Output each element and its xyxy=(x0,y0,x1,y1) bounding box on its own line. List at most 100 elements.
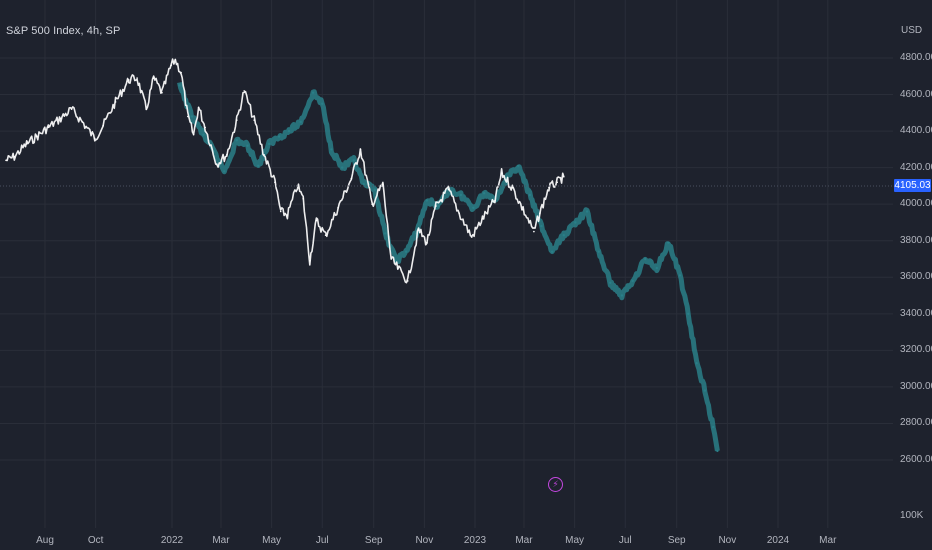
price-point xyxy=(197,106,200,109)
price-point xyxy=(494,199,496,202)
price-point xyxy=(114,101,117,103)
x-tick-label: Sep xyxy=(667,535,686,546)
price-point xyxy=(236,119,238,121)
price-point xyxy=(192,133,195,136)
x-tick-label: Nov xyxy=(718,535,737,546)
projection-point xyxy=(202,133,205,136)
price-point xyxy=(350,177,353,180)
projection-point xyxy=(631,279,634,283)
price-point xyxy=(470,236,473,238)
price-point xyxy=(102,124,104,127)
projection-point xyxy=(551,250,554,253)
price-point xyxy=(286,214,289,216)
price-point xyxy=(279,210,282,213)
projection-point xyxy=(384,232,387,235)
price-point xyxy=(407,280,409,282)
projection-point xyxy=(716,449,719,453)
currency-label: USD xyxy=(901,25,923,36)
projection-point xyxy=(404,250,408,253)
x-tick-label: May xyxy=(565,535,585,546)
projection-point xyxy=(190,115,194,118)
price-point xyxy=(174,59,177,61)
x-tick-label: 2022 xyxy=(160,535,184,546)
projection-point xyxy=(299,120,302,124)
lightning-icon[interactable]: ⚡ xyxy=(548,477,563,492)
y-tick-label: 4600.00 xyxy=(900,88,932,100)
price-point xyxy=(263,154,265,156)
price-point xyxy=(556,181,558,184)
x-tick-label: Jul xyxy=(315,535,329,546)
projection-point xyxy=(687,312,690,315)
projection-point xyxy=(667,241,670,244)
price-point xyxy=(274,181,276,184)
last-price-badge: 4105.03 xyxy=(894,179,931,192)
projection-point xyxy=(459,193,463,197)
projection-point xyxy=(540,224,543,228)
projection-point xyxy=(472,206,475,209)
projection-point xyxy=(620,294,624,297)
x-tick-label: Mar xyxy=(212,535,230,546)
price-point xyxy=(180,71,182,74)
projection-point xyxy=(277,135,281,138)
price-point xyxy=(35,135,38,138)
chart-series xyxy=(5,58,720,453)
price-point xyxy=(161,91,163,94)
projection-point xyxy=(330,148,333,151)
price-point xyxy=(187,115,189,118)
x-tick-label: Mar xyxy=(819,535,837,546)
x-tick-label: Aug xyxy=(36,535,54,546)
price-point xyxy=(25,143,28,145)
projection-point xyxy=(321,102,324,105)
y-tick-label: 4400.00 xyxy=(900,125,932,137)
price-point xyxy=(397,267,399,269)
x-tick-label: Oct xyxy=(87,535,104,546)
price-point xyxy=(81,121,84,123)
y-tick-label: 4200.00 xyxy=(900,161,932,173)
price-point xyxy=(533,230,535,233)
projection-point xyxy=(257,164,260,167)
price-point xyxy=(458,212,461,215)
price-point xyxy=(128,79,130,81)
projection-point xyxy=(437,204,440,208)
price-point xyxy=(302,197,305,200)
projection-point xyxy=(562,234,565,237)
price-point xyxy=(226,154,228,156)
y-tick-label: 3800.00 xyxy=(900,234,932,246)
price-point xyxy=(152,77,155,79)
x-tick-label: 2023 xyxy=(463,535,487,546)
price-point xyxy=(390,258,393,260)
y-tick-label: 3200.00 xyxy=(900,344,932,356)
projection-point xyxy=(712,425,715,429)
projection-point xyxy=(267,142,271,146)
projection-point xyxy=(574,221,577,224)
projection-point xyxy=(678,274,682,277)
y-tick-label: 4800.00 xyxy=(900,52,932,63)
y-tick-label: 3000.00 xyxy=(900,380,932,392)
x-tick-label: Mar xyxy=(515,535,533,546)
y-tick-label: 4000.00 xyxy=(900,198,932,210)
projection-point xyxy=(287,129,291,133)
price-point xyxy=(417,229,420,231)
price-point xyxy=(70,108,73,110)
price-series-line xyxy=(5,58,565,284)
price-point xyxy=(426,241,428,244)
projection-point xyxy=(341,166,344,169)
price-point xyxy=(243,90,245,92)
x-tick-label: May xyxy=(262,535,282,546)
price-point xyxy=(337,207,339,209)
chart-title[interactable]: S&P 500 Index, 4h, SP xyxy=(6,25,121,37)
projection-point xyxy=(597,250,600,253)
price-point xyxy=(548,186,550,189)
y-tick-label: 2600.00 xyxy=(900,454,932,465)
price-point xyxy=(315,219,318,222)
price-point xyxy=(136,77,138,79)
price-point xyxy=(204,126,206,129)
projection-point xyxy=(655,266,658,270)
price-point xyxy=(47,126,50,129)
price-point xyxy=(522,208,524,211)
price-point xyxy=(371,203,373,205)
price-point xyxy=(359,148,362,151)
price-point xyxy=(253,119,255,121)
projection-point xyxy=(178,84,181,87)
